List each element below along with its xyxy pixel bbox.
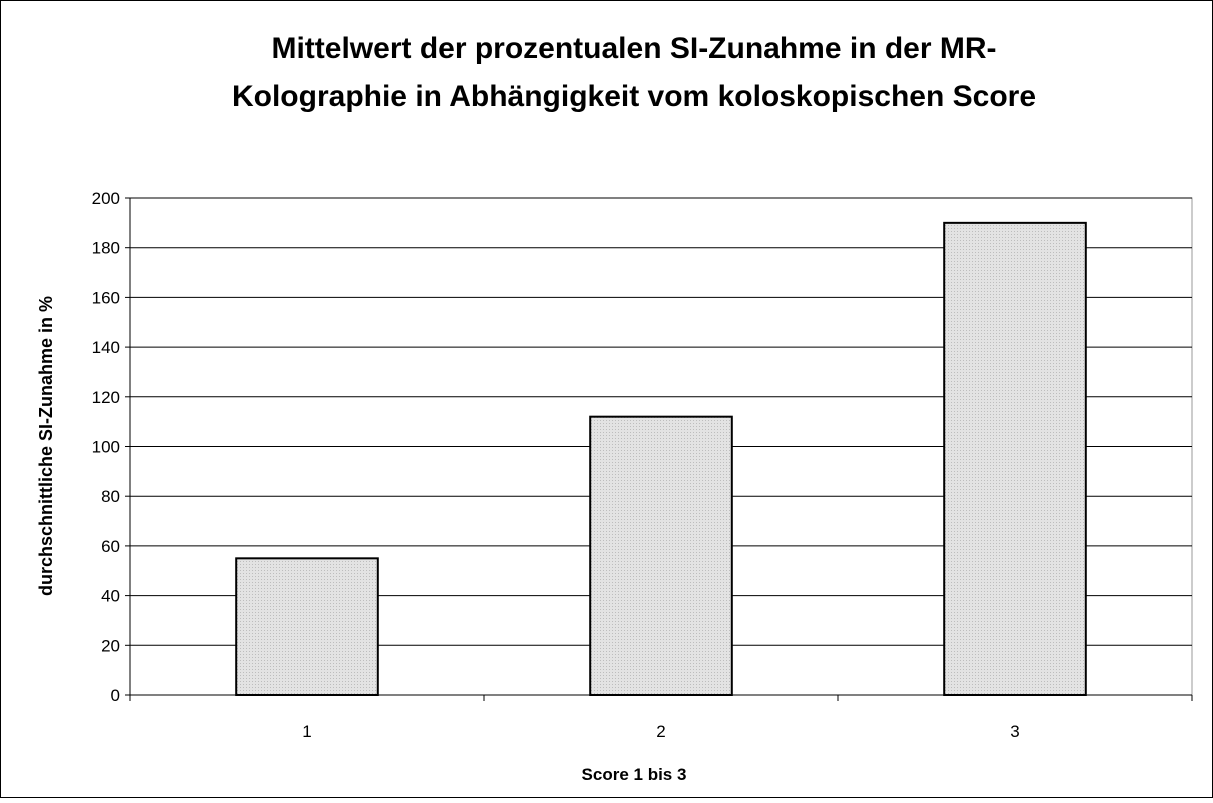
y-tick-label: 120 [92,388,120,407]
bar [589,415,733,696]
x-tick-label: 3 [1010,722,1019,741]
chart-title: Mittelwert der prozentualen SI-Zunahme i… [271,32,996,65]
y-tick-label: 200 [92,189,120,208]
y-tick-label: 80 [101,487,120,506]
y-tick-label: 100 [92,438,120,457]
chart-title: Kolographie in Abhängigkeit vom koloskop… [232,80,1036,113]
y-tick-label: 60 [101,537,120,556]
y-axis-label: durchschnittliche SI-Zunahme in % [36,296,56,596]
x-tick-label: 1 [302,722,311,741]
y-tick-label: 160 [92,288,120,307]
y-tick-label: 0 [111,686,120,705]
y-tick-label: 20 [101,636,120,655]
y-tick-label: 180 [92,239,120,258]
y-tick-label: 40 [101,587,120,606]
x-axis-label: Score 1 bis 3 [582,765,687,784]
bar [943,221,1087,696]
y-tick-label: 140 [92,338,120,357]
x-tick-label: 2 [656,722,665,741]
bar [235,557,379,697]
